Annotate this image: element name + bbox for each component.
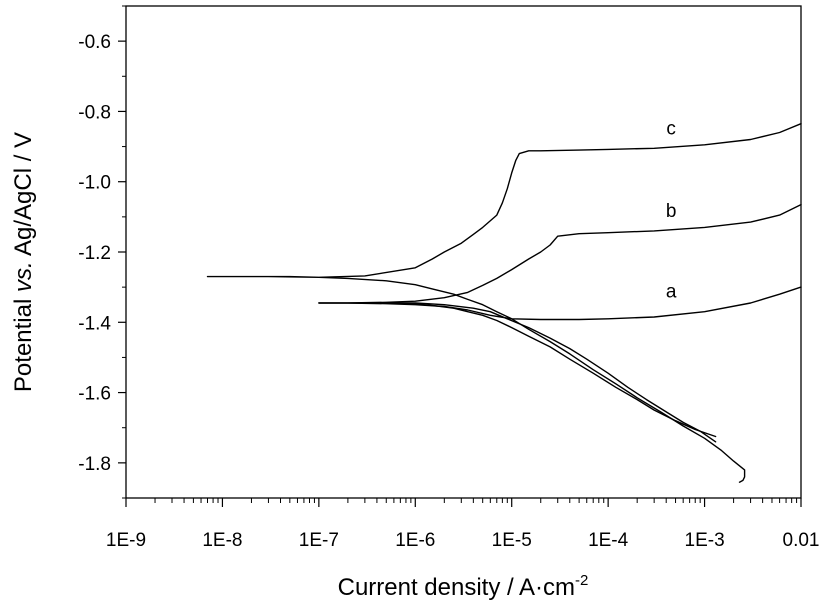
curve-label-c: c bbox=[666, 118, 676, 139]
x-tick-label: 0.01 bbox=[783, 530, 820, 551]
x-axis-tick-labels: 1E-9 1E-8 1E-7 1E-6 1E-5 1E-4 1E-3 0.01 bbox=[106, 530, 820, 551]
x-axis-label: Current density / A·cm-2 bbox=[338, 572, 589, 601]
plot-frame bbox=[125, 5, 802, 499]
x-tick-label: 1E-9 bbox=[106, 530, 146, 551]
y-axis-ticks bbox=[118, 5, 126, 499]
x-tick-label: 1E-4 bbox=[588, 530, 629, 551]
x-tick-label: 1E-8 bbox=[202, 530, 242, 551]
y-axis-tick-labels: -0.6 -0.8 -1.0 -1.2 -1.4 -1.6 -1.8 bbox=[78, 32, 111, 475]
polarization-curves bbox=[206, 123, 802, 483]
y-tick-label: -1.8 bbox=[78, 454, 111, 475]
curve-labels: a b c bbox=[666, 118, 677, 302]
x-tick-label: 1E-6 bbox=[395, 530, 435, 551]
y-tick-label: -0.8 bbox=[78, 102, 111, 123]
curve-c bbox=[206, 123, 802, 483]
curve-label-a: a bbox=[666, 282, 677, 303]
curve-label-b: b bbox=[666, 201, 677, 222]
y-tick-label: -1.4 bbox=[78, 313, 111, 334]
y-axis-label: Potential vs. Ag/AgCl / V bbox=[10, 132, 37, 392]
x-tick-label: 1E-3 bbox=[685, 530, 725, 551]
x-tick-label: 1E-5 bbox=[492, 530, 532, 551]
y-tick-label: -0.6 bbox=[78, 32, 111, 53]
x-tick-label: 1E-7 bbox=[299, 530, 339, 551]
curve-b bbox=[318, 203, 802, 438]
curve-a bbox=[318, 286, 802, 443]
y-tick-label: -1.6 bbox=[78, 384, 111, 405]
y-tick-label: -1.0 bbox=[78, 173, 111, 194]
y-tick-label: -1.2 bbox=[78, 243, 111, 264]
x-axis-ticks bbox=[125, 498, 802, 507]
